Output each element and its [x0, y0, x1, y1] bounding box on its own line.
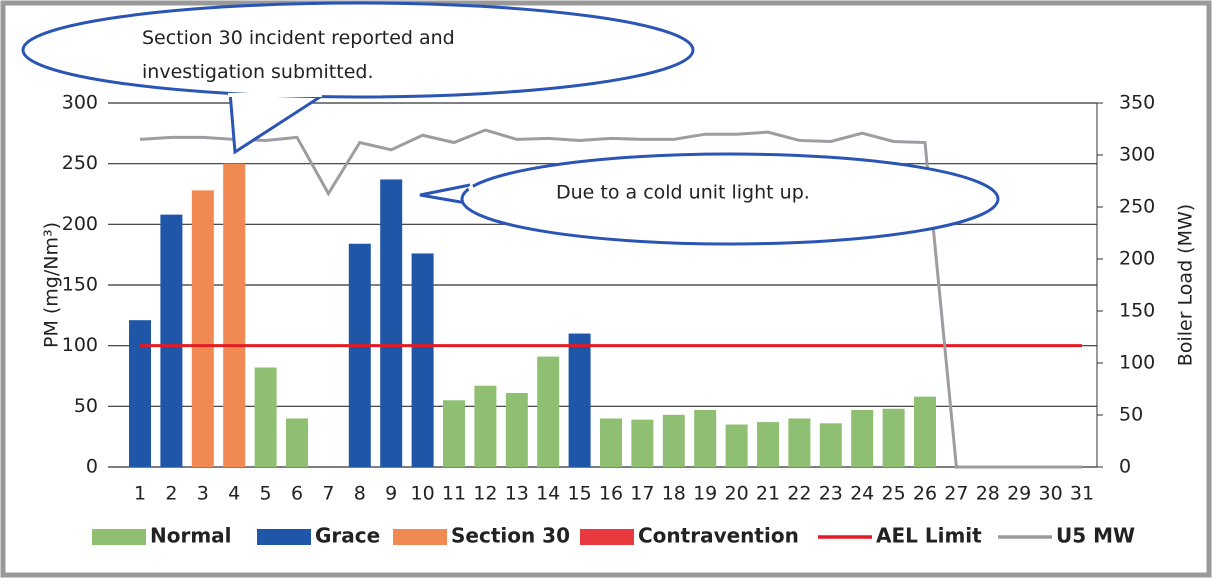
x-tick-label: 11	[442, 483, 466, 505]
bar	[568, 333, 591, 467]
x-tick-label: 5	[260, 483, 272, 505]
y-tick-label: 100	[62, 334, 98, 356]
bar	[348, 243, 371, 467]
bar	[662, 414, 685, 467]
x-tick-label: 25	[882, 483, 906, 505]
callout	[460, 152, 1000, 246]
y2-tick-label: 100	[1119, 352, 1155, 374]
x-tick-label: 22	[787, 483, 811, 505]
x-tick-label: 8	[354, 483, 366, 505]
x-tick-label: 31	[1070, 483, 1094, 505]
legend-swatch	[580, 529, 634, 545]
legend-swatch	[393, 529, 447, 545]
y-tick-label: 0	[86, 456, 98, 478]
annotation-line: Section 30 incident reported and	[142, 27, 455, 49]
x-tick-label: 9	[385, 483, 397, 505]
y-tick-label: 150	[62, 274, 98, 296]
legend-swatch	[257, 529, 311, 545]
bar	[788, 418, 811, 467]
legend-label: Contravention	[638, 524, 799, 548]
bar	[537, 356, 560, 467]
y2-tick-label: 300	[1119, 144, 1155, 166]
annotation: Due to a cold unit light up.	[556, 182, 810, 204]
x-tick-label: 1	[134, 483, 146, 505]
x-tick-label: 20	[725, 483, 749, 505]
bar	[129, 320, 151, 467]
x-tick-label: 27	[944, 483, 968, 505]
bar	[725, 424, 748, 467]
legend-label: Grace	[315, 524, 380, 548]
callout-tail-cover	[467, 184, 481, 206]
legend-label: AEL Limit	[876, 524, 982, 548]
legend-label: Normal	[150, 524, 232, 548]
y2-tick-label: 200	[1119, 248, 1155, 270]
x-tick-label: 30	[1039, 483, 1063, 505]
y-axis-label: PM (mg/Nm³)	[41, 222, 63, 348]
y-tick-label: 250	[62, 152, 98, 174]
x-tick-label: 17	[630, 483, 654, 505]
bar	[882, 408, 905, 467]
bar	[851, 409, 874, 467]
y-tick-label: 200	[62, 213, 98, 235]
x-tick-label: 10	[411, 483, 435, 505]
legend-swatch	[92, 529, 146, 545]
bar	[914, 396, 936, 467]
y2-tick-label: 50	[1119, 404, 1143, 426]
annotation: Section 30 incident reported and investig…	[142, 27, 455, 83]
annotation-line: investigation submitted.	[142, 61, 374, 83]
bar	[286, 418, 308, 467]
x-tick-label: 26	[913, 483, 937, 505]
bar	[191, 190, 214, 468]
legend-label: Section 30	[451, 524, 570, 548]
x-tick-label: 13	[505, 483, 529, 505]
bar	[380, 179, 403, 467]
y2-tick-label: 350	[1119, 92, 1155, 114]
x-tick-label: 15	[568, 483, 592, 505]
x-tick-label: 28	[976, 483, 1000, 505]
bar	[819, 423, 842, 467]
line-series	[139, 128, 1082, 469]
y-tick-label: 300	[62, 92, 98, 114]
y2-tick-label: 250	[1119, 196, 1155, 218]
x-tick-label: 23	[819, 483, 843, 505]
bar	[474, 385, 497, 467]
x-tick-label: 21	[756, 483, 780, 505]
bar	[505, 392, 528, 467]
bar	[600, 418, 622, 467]
bar	[631, 419, 654, 467]
bar	[694, 409, 717, 467]
y2-tick-label: 150	[1119, 300, 1155, 322]
y-tick-label: 50	[74, 395, 98, 417]
callout	[21, 1, 695, 99]
x-tick-label: 7	[322, 483, 334, 505]
bar	[757, 422, 779, 467]
x-tick-label: 12	[473, 483, 497, 505]
x-tick-label: 24	[850, 483, 874, 505]
y2-tick-label: 0	[1119, 456, 1131, 478]
x-tick-label: 18	[662, 483, 686, 505]
y2-axis-label: Boiler Load (MW)	[1175, 204, 1197, 366]
x-tick-label: 2	[165, 483, 177, 505]
x-tick-label: 16	[599, 483, 623, 505]
x-tick-label: 29	[1007, 483, 1031, 505]
bar	[411, 253, 434, 467]
legend-label: U5 MW	[1056, 524, 1135, 548]
x-tick-label: 4	[228, 483, 240, 505]
x-tick-label: 14	[536, 483, 560, 505]
bar	[443, 400, 465, 467]
callout	[228, 91, 321, 155]
x-tick-label: 6	[291, 483, 303, 505]
bar	[254, 367, 277, 467]
x-tick-label: 19	[693, 483, 717, 505]
x-tick-label: 3	[197, 483, 209, 505]
bar	[223, 163, 246, 467]
bar	[160, 214, 183, 467]
